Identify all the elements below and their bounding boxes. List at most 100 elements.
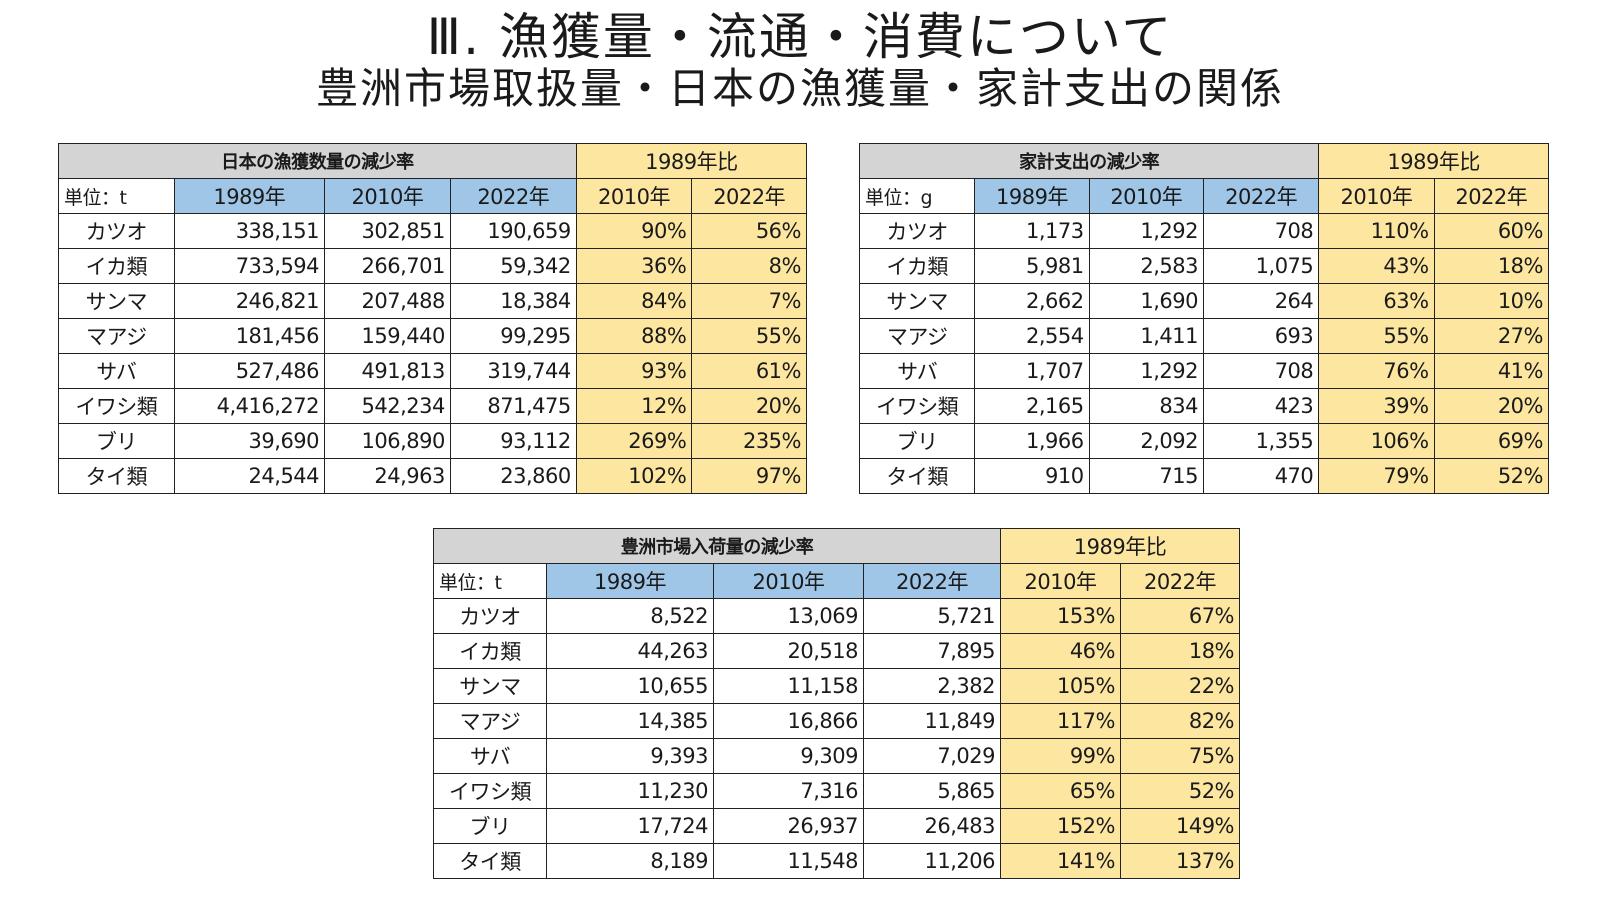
value-2022: 871,475	[449, 388, 577, 424]
year-header: 2010年	[324, 178, 451, 214]
value-2010: 11,158	[713, 668, 864, 704]
ratio-2010: 63%	[1318, 283, 1435, 319]
ratio-2022: 69%	[1433, 423, 1550, 459]
table-row: サンマ 246,821 207,488 18,384 84% 7%	[58, 283, 807, 319]
value-1989: 2,554	[974, 318, 1090, 354]
value-2022: 59,342	[449, 248, 577, 284]
table-row: イワシ類 2,165 834 423 39% 20%	[858, 388, 1550, 424]
species-label: タイ類	[858, 458, 976, 494]
value-2010: 266,701	[324, 248, 451, 284]
table-row: ブリ 39,690 106,890 93,112 269% 235%	[58, 423, 807, 459]
ratio-2022: 82%	[1119, 703, 1241, 739]
table-row: サバ 1,707 1,292 708 76% 41%	[858, 353, 1550, 389]
value-1989: 24,544	[173, 458, 326, 494]
species-label: マアジ	[858, 318, 976, 354]
table-row: マアジ 2,554 1,411 693 55% 27%	[858, 318, 1550, 354]
page-subtitle: 豊洲市場取扱量・日本の漁獲量・家計支出の関係	[315, 64, 1284, 113]
value-2022: 7,895	[863, 633, 1001, 669]
value-1989: 14,385	[546, 703, 714, 739]
ratio-2022: 7%	[691, 283, 807, 319]
value-2010: 834	[1088, 388, 1204, 424]
ratio-heading: 1989年比	[575, 143, 808, 179]
value-2010: 20,518	[713, 633, 864, 669]
table-heading: 日本の漁獲数量の減少率	[58, 143, 577, 179]
species-label: マアジ	[433, 703, 547, 739]
ratio-2010: 36%	[575, 248, 693, 284]
value-2010: 1,292	[1088, 213, 1204, 249]
ratio-2010: 117%	[1000, 703, 1121, 739]
value-2022: 708	[1202, 213, 1320, 249]
value-1989: 527,486	[173, 353, 326, 389]
ratio-2022: 67%	[1119, 598, 1241, 634]
value-2022: 708	[1202, 353, 1320, 389]
ratio-2010: 84%	[575, 283, 693, 319]
value-1989: 11,230	[546, 773, 714, 809]
ratio-year-header: 2022年	[1119, 563, 1241, 599]
table-row: タイ類 910 715 470 79% 52%	[858, 458, 1550, 494]
table-row: サバ 9,393 9,309 7,029 99% 75%	[433, 738, 1241, 774]
value-2010: 13,069	[713, 598, 864, 634]
value-2010: 715	[1088, 458, 1204, 494]
ratio-2022: 56%	[691, 213, 807, 249]
ratio-year-header: 2010年	[1000, 563, 1121, 599]
unit-label: 単位：t	[433, 563, 547, 599]
catch-volume-table: 日本の漁獲数量の減少率 1989年比 単位：t 1989年 2010年 2022年 2010…	[58, 143, 808, 494]
value-1989: 8,189	[546, 843, 714, 879]
value-2010: 24,963	[324, 458, 451, 494]
year-header: 1989年	[974, 178, 1090, 214]
value-2022: 23,860	[449, 458, 577, 494]
ratio-2010: 76%	[1318, 353, 1435, 389]
value-2010: 9,309	[713, 738, 864, 774]
value-1989: 4,416,272	[173, 388, 326, 424]
table-row: マアジ 181,456 159,440 99,295 88% 55%	[58, 318, 807, 354]
ratio-2010: 141%	[1000, 843, 1121, 879]
value-2022: 1,355	[1202, 423, 1320, 459]
value-2022: 7,029	[863, 738, 1001, 774]
value-1989: 1,707	[974, 353, 1090, 389]
ratio-2010: 93%	[575, 353, 693, 389]
table-heading-row: 日本の漁獲数量の減少率 1989年比	[58, 143, 808, 179]
value-2022: 93,112	[449, 423, 577, 459]
value-2022: 5,865	[863, 773, 1001, 809]
year-header: 1989年	[173, 178, 326, 214]
value-2010: 1,411	[1088, 318, 1204, 354]
ratio-heading: 1989年比	[999, 528, 1241, 564]
table-row: イカ類 733,594 266,701 59,342 36% 8%	[58, 248, 807, 284]
species-label: イワシ類	[433, 773, 547, 809]
species-label: サバ	[858, 353, 976, 389]
ratio-2010: 152%	[1000, 808, 1121, 844]
value-2010: 1,690	[1088, 283, 1204, 319]
value-2010: 1,292	[1088, 353, 1204, 389]
value-2010: 2,092	[1088, 423, 1204, 459]
year-header-row: 単位：g 1989年 2010年 2022年 2010年 2022年	[858, 178, 1550, 214]
species-label: カツオ	[433, 598, 547, 634]
year-header: 2010年	[1088, 178, 1204, 214]
value-1989: 1,173	[974, 213, 1090, 249]
ratio-2010: 43%	[1318, 248, 1435, 284]
ratio-2022: 149%	[1119, 808, 1241, 844]
value-1989: 2,165	[974, 388, 1090, 424]
unit-label: 単位：g	[858, 178, 976, 214]
year-header: 2022年	[449, 178, 577, 214]
year-header: 2010年	[713, 563, 864, 599]
table-row: サバ 527,486 491,813 319,744 93% 61%	[58, 353, 807, 389]
value-1989: 5,981	[974, 248, 1090, 284]
species-label: ブリ	[858, 423, 976, 459]
ratio-2022: 60%	[1433, 213, 1550, 249]
species-label: サバ	[433, 738, 547, 774]
ratio-2010: 65%	[1000, 773, 1121, 809]
ratio-2010: 90%	[575, 213, 693, 249]
value-2010: 16,866	[713, 703, 864, 739]
value-2022: 2,382	[863, 668, 1001, 704]
ratio-year-header: 2010年	[575, 178, 693, 214]
value-1989: 181,456	[173, 318, 326, 354]
value-1989: 39,690	[173, 423, 326, 459]
table-row: タイ類 8,189 11,548 11,206 141% 137%	[433, 843, 1241, 879]
table-heading-row: 家計支出の減少率 1989年比	[858, 143, 1549, 179]
ratio-heading: 1989年比	[1318, 143, 1549, 179]
year-header-row: 単位：t 1989年 2010年 2022年 2010年 2022年	[58, 178, 807, 214]
value-2022: 11,206	[863, 843, 1001, 879]
ratio-2022: 41%	[1433, 353, 1550, 389]
ratio-2010: 106%	[1318, 423, 1435, 459]
table-row: カツオ 8,522 13,069 5,721 153% 67%	[433, 598, 1241, 634]
